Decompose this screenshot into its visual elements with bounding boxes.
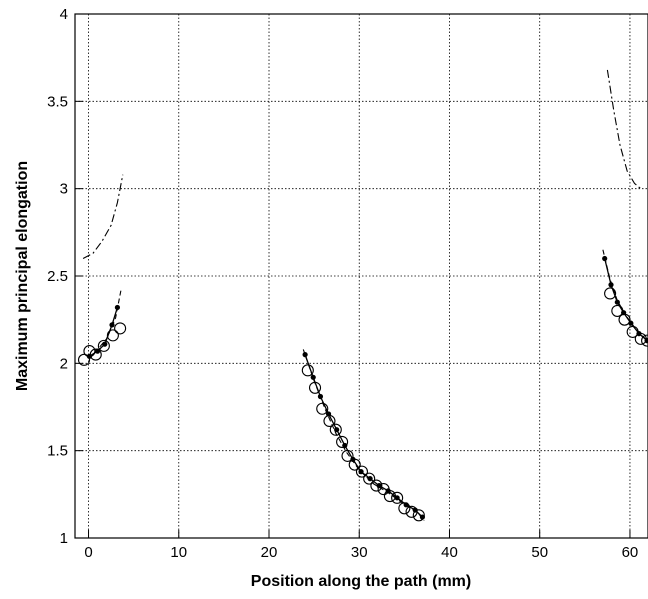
data-point-circle xyxy=(77,353,91,366)
data-point-circle xyxy=(106,329,119,342)
data-point-circle xyxy=(377,483,390,496)
tick-labels: 0 10 20 30 40 50 60 1 1.5 2 2.5 3 3.5 4 xyxy=(47,6,638,561)
x-tick-label: 40 xyxy=(441,544,458,561)
y-axis-title: Maximum principal elongation xyxy=(14,161,31,391)
x-tick-label: 60 xyxy=(622,544,639,561)
data-point-circle xyxy=(323,414,336,428)
data-point-circle xyxy=(370,479,383,492)
data-point-circle xyxy=(391,491,404,504)
data-point-circle xyxy=(308,381,322,394)
data-point-circle xyxy=(398,502,411,515)
dash-dot-curve xyxy=(82,174,124,259)
data-point-circle xyxy=(383,490,396,503)
data-point-circle xyxy=(336,435,349,448)
data-point-circle xyxy=(363,472,376,485)
dash-dot-curve xyxy=(606,69,642,190)
x-tick-label: 20 xyxy=(261,544,278,561)
data-point-circle xyxy=(604,287,617,300)
data-point-circle xyxy=(412,509,425,522)
data-point-dot xyxy=(310,374,316,380)
x-axis-title: Position along the path (mm) xyxy=(251,573,471,590)
x-tick-label: 0 xyxy=(84,544,92,561)
y-tick-label: 4 xyxy=(60,6,68,23)
data-point-circle xyxy=(611,304,624,317)
y-tick-label: 2.5 xyxy=(47,268,68,285)
grid xyxy=(75,14,648,538)
y-tick-label: 2 xyxy=(60,355,68,372)
y-tick-label: 3 xyxy=(60,181,68,198)
data-point-circle xyxy=(316,402,329,415)
data-point-circle xyxy=(329,423,342,436)
data-point-circle xyxy=(634,332,647,345)
data-point-dot xyxy=(102,341,108,347)
data-point-circle xyxy=(83,345,96,358)
data-point-dot xyxy=(608,282,614,288)
data-point-dot xyxy=(367,476,373,482)
data-point-circle xyxy=(114,322,127,335)
data-point-circle xyxy=(348,458,361,471)
ticks xyxy=(75,13,631,539)
series-layer xyxy=(77,69,648,522)
data-point-circle xyxy=(405,505,418,518)
data-point-circle xyxy=(89,348,102,361)
data-point-circle xyxy=(641,334,648,347)
data-point-circle xyxy=(97,339,110,352)
x-tick-label: 50 xyxy=(531,544,548,561)
data-point-circle xyxy=(341,449,354,462)
data-point-dot xyxy=(302,352,308,358)
data-point-circle xyxy=(301,364,314,377)
y-tick-label: 3.5 xyxy=(47,93,68,110)
y-tick-label: 1.5 xyxy=(47,443,68,460)
data-point-dot xyxy=(334,427,340,433)
data-point-circle xyxy=(626,325,639,338)
dashed-curve xyxy=(302,349,425,521)
x-tick-label: 30 xyxy=(351,544,368,561)
data-point-circle xyxy=(618,313,631,326)
x-tick-label: 10 xyxy=(170,544,187,561)
data-point-circle xyxy=(355,465,369,478)
y-tick-label: 1 xyxy=(60,530,68,547)
